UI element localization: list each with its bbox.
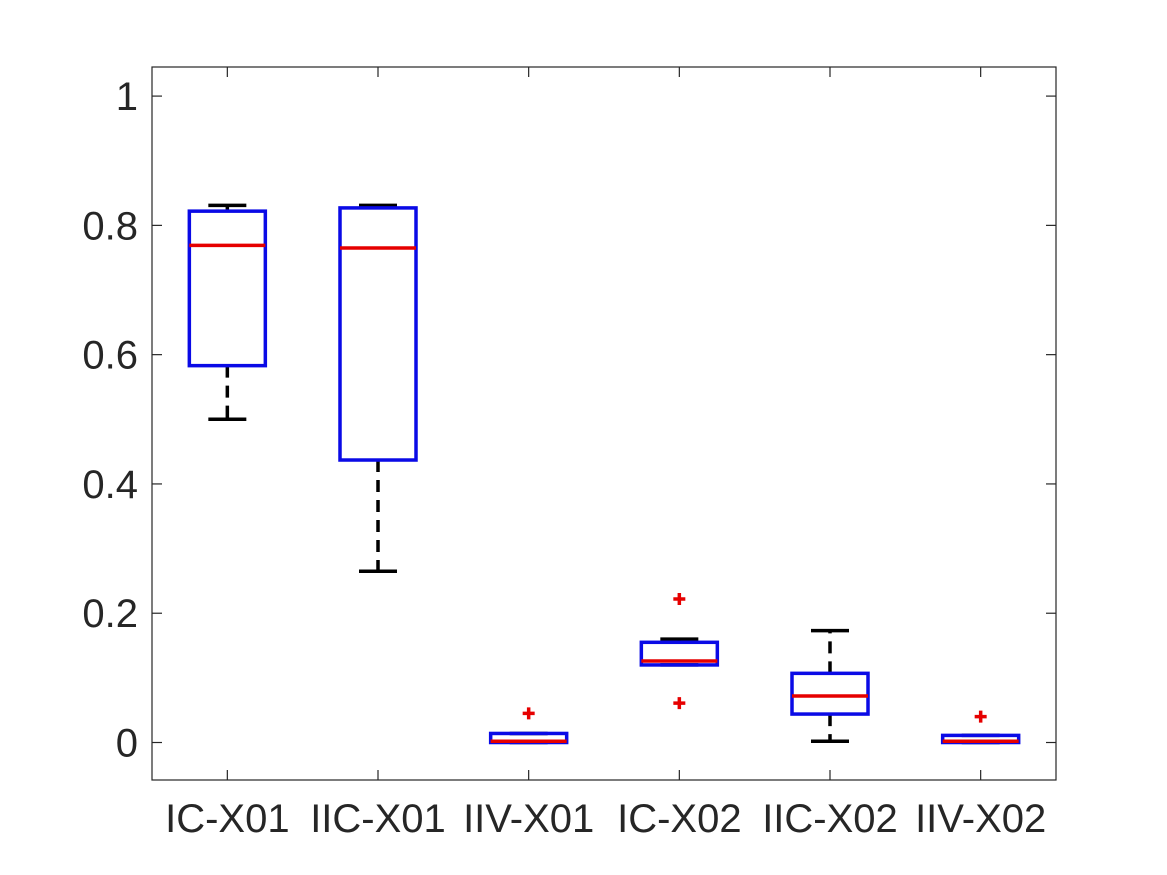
- x-tick-label: IC-X02: [617, 797, 742, 841]
- outlier-marker: [673, 697, 686, 710]
- x-axis: IC-X01 IIC-X01 IIV-X01 IC-X02 IIC-X02 IIV-X02: [165, 67, 1046, 841]
- box-IIC-X01: [338, 203, 418, 573]
- box-IIV-X02: [940, 710, 1021, 745]
- y-tick-label: 1: [116, 75, 138, 119]
- plot-frame: [151, 66, 1057, 781]
- box-IIC-X02: [790, 628, 870, 743]
- y-tick-label: 0.8: [82, 204, 138, 248]
- x-tick-label: IIC-X01: [310, 797, 446, 841]
- y-tick-label: 0: [116, 722, 138, 766]
- outlier-marker: [673, 593, 686, 606]
- x-tick-label: IIC-X02: [762, 797, 898, 841]
- outlier-marker: [522, 707, 535, 720]
- plot-area: [152, 67, 1056, 780]
- box-IC-X02: [639, 593, 720, 710]
- box-IC-X01: [187, 203, 268, 422]
- x-tick-label: IC-X01: [165, 797, 290, 841]
- box-IIV-X01: [488, 707, 569, 745]
- y-tick-label: 0.4: [82, 463, 138, 507]
- box-series: [187, 203, 1021, 745]
- y-tick-label: 0.2: [82, 592, 138, 636]
- iqr-box: [639, 640, 720, 667]
- x-tick-label: IIV-X01: [463, 797, 594, 841]
- outlier-marker: [974, 710, 987, 723]
- y-axis: 0 0.2 0.4 0.6 0.8 1: [82, 75, 1056, 766]
- iqr-box: [338, 206, 418, 462]
- x-tick-label: IIV-X02: [915, 797, 1046, 841]
- iqr-box: [187, 209, 268, 368]
- y-tick-label: 0.6: [82, 334, 138, 378]
- iqr-box: [790, 671, 870, 716]
